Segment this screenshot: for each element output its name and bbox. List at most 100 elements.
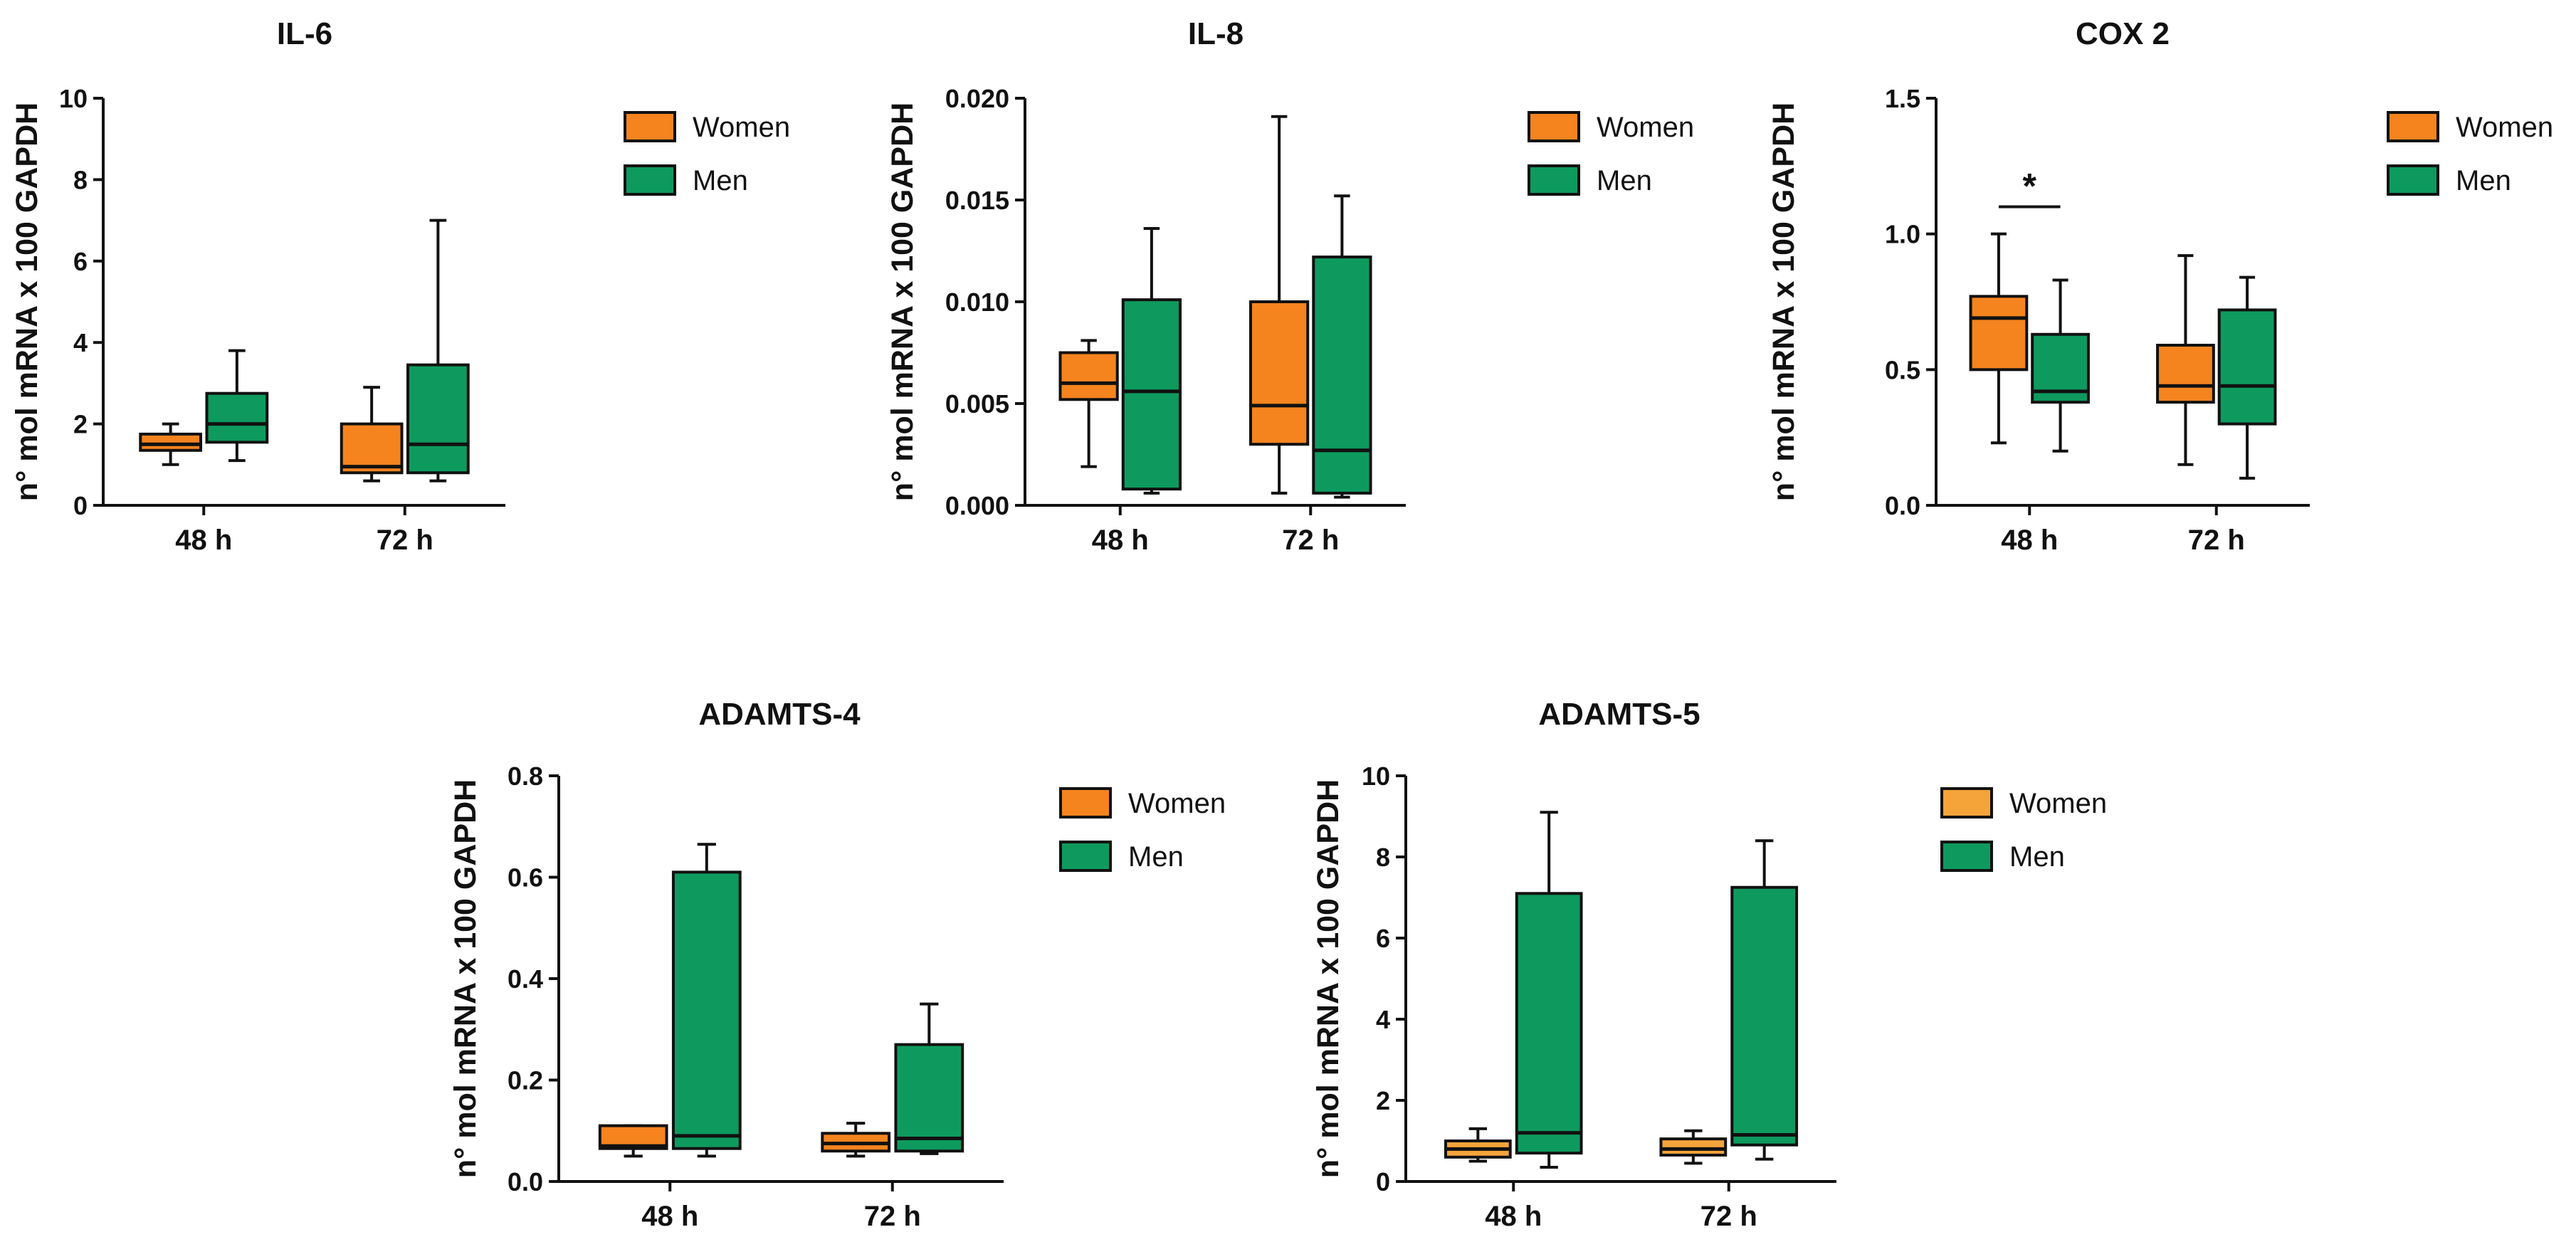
y-tick-label: 6 (1376, 924, 1390, 953)
box-men-72h (1730, 839, 1799, 1161)
chart-title: IL-6 (277, 16, 332, 51)
significance-marker: * (2023, 167, 2037, 206)
x-tick-label: 48 h (175, 525, 232, 556)
y-axis-label: n° mol mRNA x 100 GAPDH (448, 779, 483, 1178)
chart-title: ADAMTS-5 (1538, 697, 1700, 732)
x-tick-label: 48 h (641, 1201, 698, 1232)
legend: Women Men (1940, 787, 2107, 873)
legend-swatch-men (2387, 164, 2439, 196)
box-women-72h (2156, 254, 2215, 466)
y-tick-label: 0.000 (945, 491, 1009, 520)
legend-swatch-men (1528, 164, 1580, 196)
box-rect (1730, 885, 1799, 1147)
legend-swatch-men (1059, 841, 1112, 872)
x-tick-label: 48 h (1092, 525, 1149, 556)
y-tick-label: 1.0 (1885, 220, 1920, 249)
legend: Women Men (1528, 111, 1694, 196)
legend-label-men: Men (1128, 841, 1184, 873)
legend-swatch-women (1528, 111, 1580, 142)
box-rect (1659, 1137, 1728, 1157)
y-tick-label: 2 (73, 410, 88, 439)
y-tick-label: 0.005 (945, 389, 1009, 419)
x-tick-label: 48 h (2001, 525, 2058, 556)
box-women-72h (340, 386, 404, 483)
y-tick-label: 0 (73, 491, 88, 520)
box-men-48h (1121, 227, 1182, 495)
box-rect (2217, 308, 2277, 426)
box-men-48h (671, 843, 742, 1158)
legend-swatch-women (2387, 111, 2439, 142)
y-tick-label: 8 (73, 165, 88, 194)
legend-swatch-women (1059, 787, 1112, 818)
box-rect (2156, 344, 2215, 404)
box-women-48h (598, 1124, 668, 1158)
box-men-48h (1515, 811, 1583, 1169)
legend-label-women: Women (2009, 788, 2107, 819)
chart-panel-adamts-5: ADAMTS-5 n° mol mRNA x 100 GAPDH 0 2 4 6 8 10 48… (1311, 697, 2107, 1232)
box-rect (1248, 300, 1310, 446)
box-men-72h (1312, 194, 1372, 499)
y-tick-label: 4 (1376, 1005, 1390, 1034)
y-tick-label: 0.8 (508, 762, 543, 791)
legend-label-men: Men (2009, 841, 2065, 873)
y-tick-label: 6 (73, 247, 88, 276)
y-tick-label: 0.015 (945, 186, 1009, 215)
y-axis-label: n° mol mRNA x 100 GAPDH (1311, 779, 1345, 1178)
box-rect (139, 432, 203, 452)
y-axis-label: n° mol mRNA x 100 GAPDH (885, 102, 920, 501)
legend-swatch-women (1940, 787, 1993, 818)
y-axis-label: n° mol mRNA x 100 GAPDH (10, 102, 44, 501)
box-rect (1969, 295, 2029, 372)
box-men-48h (2031, 278, 2090, 453)
box-rect (406, 363, 470, 475)
y-tick-label: 10 (1362, 762, 1390, 791)
y-tick-label: 0.4 (508, 964, 543, 994)
y-tick-label: 0.6 (508, 863, 543, 893)
box-rect (1121, 298, 1182, 491)
legend-label-women: Women (1597, 112, 1694, 143)
box-rect (1515, 892, 1583, 1155)
legend-swatch-women (624, 111, 676, 142)
y-tick-label: 10 (59, 84, 88, 113)
chart-title: ADAMTS-4 (698, 697, 861, 732)
legend: Women Men (624, 111, 790, 196)
y-tick-label: 0.020 (945, 84, 1009, 113)
legend-swatch-men (1940, 841, 1993, 872)
box-men-72h (406, 219, 470, 483)
y-tick-label: 0.0 (1885, 491, 1920, 520)
legend-label-women: Women (2456, 112, 2553, 143)
y-tick-label: 0.0 (508, 1167, 543, 1196)
chart-title: COX 2 (2076, 16, 2170, 51)
x-tick-label: 72 h (864, 1201, 921, 1232)
y-tick-label: 0.2 (508, 1066, 543, 1095)
y-tick-label: 1.5 (1885, 84, 1920, 113)
y-tick-label: 2 (1376, 1086, 1390, 1115)
box-women-72h (1248, 115, 1310, 495)
box-women-48h (1444, 1127, 1512, 1163)
box-rect (340, 422, 404, 475)
box-men-72h (894, 1002, 964, 1155)
box-men-72h (2217, 275, 2277, 480)
legend: Women Men (1059, 787, 1226, 873)
box-women-72h (1659, 1129, 1728, 1165)
x-tick-label: 48 h (1485, 1201, 1542, 1232)
box-women-72h (821, 1122, 891, 1158)
x-tick-label: 72 h (1700, 1201, 1757, 1232)
chart-title: IL-8 (1188, 16, 1244, 51)
legend-label-men: Men (1597, 165, 1652, 196)
x-tick-label: 72 h (2188, 525, 2245, 556)
box-women-48h (1058, 339, 1119, 468)
box-women-48h (139, 422, 203, 466)
box-women-48h (1969, 232, 2029, 445)
y-tick-label: 0.5 (1885, 355, 1920, 384)
chart-panel-il-8: IL-8 n° mol mRNA x 100 GAPDH 0.000 0.005 0.0… (885, 16, 1694, 556)
legend-label-men: Men (693, 165, 748, 196)
box-rect (894, 1043, 964, 1153)
x-tick-label: 72 h (377, 525, 433, 556)
y-tick-label: 0 (1376, 1167, 1390, 1196)
legend-label-women: Women (1128, 788, 1226, 819)
box-rect (1312, 256, 1372, 495)
y-tick-label: 4 (73, 328, 88, 357)
chart-panel-adamts-4: ADAMTS-4 n° mol mRNA x 100 GAPDH 0.0 0.2 0.4… (448, 697, 1226, 1232)
